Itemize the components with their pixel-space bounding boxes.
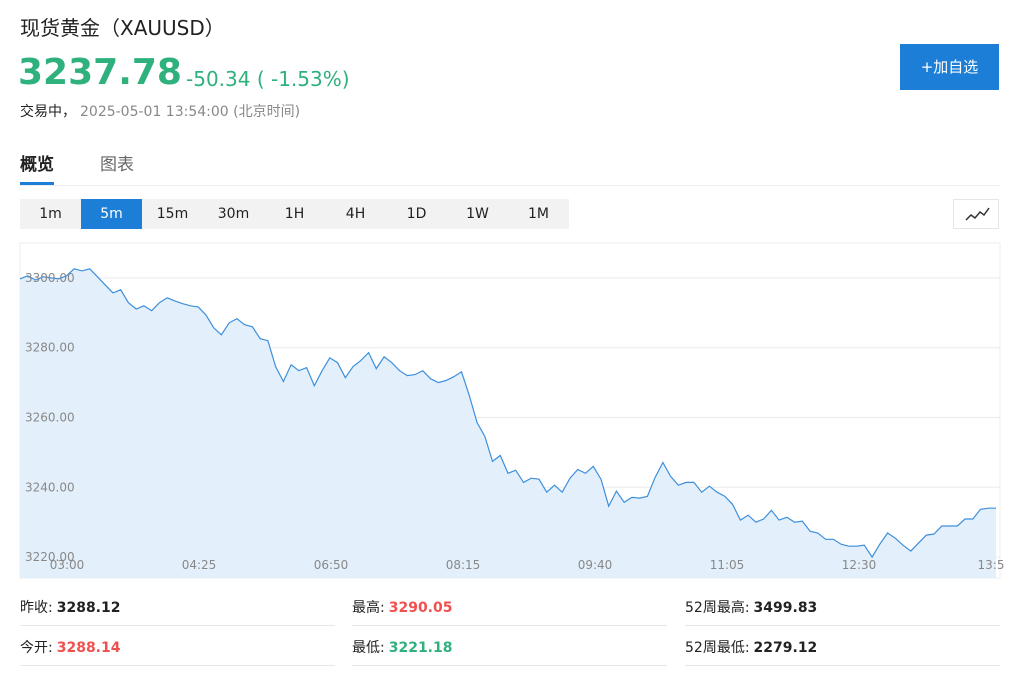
stat-value: 3288.14 <box>56 640 121 656</box>
stat: 昨收: 3288.12 <box>20 597 120 617</box>
stat-value: 2279.12 <box>753 640 818 656</box>
status: 交易中， <box>20 104 76 120</box>
stat-label: 最低: <box>352 640 385 656</box>
stat-label: 今开: <box>20 640 53 656</box>
change: -50.34 ( -1.53%) <box>186 67 350 91</box>
interval-button[interactable]: 1H <box>264 199 325 229</box>
x-tick-label: 13:5 <box>978 558 1005 572</box>
interval-button[interactable]: 1W <box>447 199 508 229</box>
stat: 最高: 3290.05 <box>352 597 452 617</box>
interval-button[interactable]: 1D <box>386 199 447 229</box>
separator <box>352 625 667 626</box>
y-tick-label: 3240.00 <box>25 480 75 494</box>
stat-label: 最高: <box>352 600 385 616</box>
y-tick-label: 3220.00 <box>25 550 75 564</box>
y-tick-label: 3300.00 <box>25 271 75 285</box>
x-tick-label: 09:40 <box>578 558 613 572</box>
x-tick-label: 08:15 <box>446 558 481 572</box>
x-tick-label: 03:00 <box>50 558 85 572</box>
stat: 52周最高: 3499.83 <box>685 597 817 617</box>
separator <box>20 665 335 666</box>
x-tick-label: 04:25 <box>182 558 217 572</box>
y-tick-label: 3280.00 <box>25 341 75 355</box>
interval-button[interactable]: 30m <box>203 199 264 229</box>
chart-type-button[interactable] <box>953 199 999 229</box>
tab[interactable]: 概览 <box>20 150 54 185</box>
stat-value: 3499.83 <box>753 600 818 616</box>
interval-button[interactable]: 5m <box>81 199 142 229</box>
separator <box>352 665 667 666</box>
y-tick-label: 3260.00 <box>25 410 75 424</box>
separator <box>20 185 1000 186</box>
line <box>20 268 996 559</box>
add-watchlist-button[interactable]: +加自选 <box>900 44 999 90</box>
chart-type-icon <box>965 207 990 221</box>
stat: 最低: 3221.18 <box>352 637 452 657</box>
interval-button[interactable]: 1m <box>20 199 81 229</box>
stat-label: 52周最高: <box>685 600 750 616</box>
stat-value: 3288.12 <box>56 600 121 616</box>
stat-label: 52周最低: <box>685 640 750 656</box>
stat-value: 3290.05 <box>388 600 453 616</box>
x-tick-label: 12:30 <box>842 558 877 572</box>
interval-button[interactable]: 4H <box>325 199 386 229</box>
x-tick-label: 11:05 <box>710 558 745 572</box>
stat-value: 3221.18 <box>388 640 453 656</box>
title: 现货黄金（XAUUSD） <box>20 16 225 40</box>
separator <box>685 665 1000 666</box>
time: 2025-05-01 13:54:00 (北京时间) <box>80 104 301 120</box>
price: 3237.78 <box>18 52 182 93</box>
stat: 52周最低: 2279.12 <box>685 637 817 657</box>
stat-label: 昨收: <box>20 600 53 616</box>
interval-button[interactable]: 15m <box>142 199 203 229</box>
x-tick-label: 06:50 <box>314 558 349 572</box>
interval-button[interactable]: 1M <box>508 199 569 229</box>
stat: 今开: 3288.14 <box>20 637 120 657</box>
tab[interactable]: 图表 <box>100 155 134 175</box>
area <box>20 268 996 578</box>
separator <box>685 625 1000 626</box>
separator <box>20 625 335 626</box>
